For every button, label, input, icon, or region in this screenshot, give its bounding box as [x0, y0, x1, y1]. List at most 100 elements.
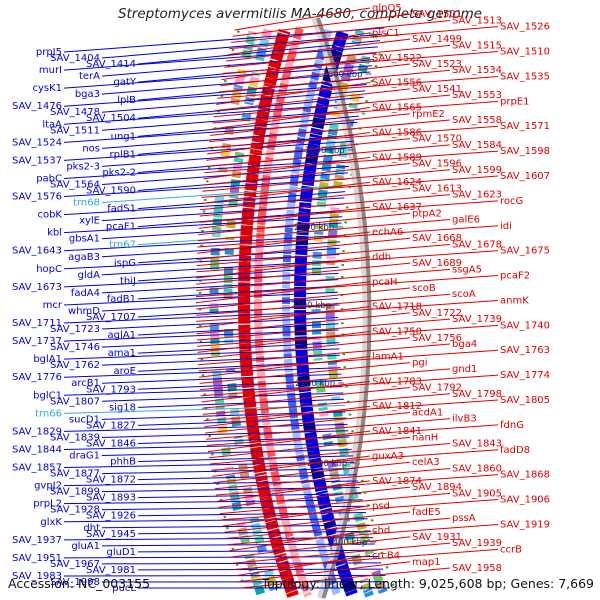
right-gene-label[interactable]: SAV_1739	[452, 314, 502, 325]
right-gene-label[interactable]: SAV_1750	[372, 327, 422, 338]
right-gene-label[interactable]: rocG	[500, 196, 523, 207]
left-gene-label[interactable]: fadB1	[107, 294, 136, 305]
left-gene-label[interactable]: SAV_1872	[86, 475, 136, 486]
right-gene-label[interactable]: SAV_1501	[412, 9, 462, 20]
right-gene-label[interactable]: anmK	[500, 295, 529, 306]
left-gene-label[interactable]: SAV_1524	[12, 137, 62, 148]
left-gene-label[interactable]: sucD1	[69, 414, 100, 425]
left-gene-label[interactable]: mcr	[43, 300, 63, 311]
left-gene-label[interactable]: SAV_1945	[86, 529, 136, 540]
right-gene-label[interactable]: fadD8	[500, 445, 530, 456]
right-gene-label[interactable]: scoB	[412, 283, 436, 294]
left-gene-label[interactable]: ltaA	[42, 119, 62, 130]
left-gene-label[interactable]: SAV_1511	[50, 125, 100, 136]
left-gene-label[interactable]: gatY	[113, 77, 136, 88]
right-gene-label[interactable]: pcaF2	[500, 271, 530, 282]
left-gene-label[interactable]: draG1	[69, 451, 100, 462]
right-gene-label[interactable]: fdnG	[500, 420, 524, 431]
left-gene-label[interactable]: SAV_1404	[50, 53, 100, 64]
right-gene-label[interactable]: glpQ5	[372, 3, 402, 14]
left-gene-label[interactable]: SAV_1762	[50, 360, 100, 371]
right-gene-label[interactable]: SAV_1860	[452, 463, 502, 474]
left-gene-label[interactable]: SAV_1951	[12, 553, 62, 564]
left-gene-label[interactable]: SAV_1707	[86, 312, 136, 323]
left-gene-label[interactable]: SAV_1537	[12, 155, 62, 166]
left-gene-label[interactable]: pcaF1	[106, 222, 136, 233]
left-gene-label[interactable]: trn67	[109, 240, 136, 251]
left-gene-label[interactable]: SAV_1414	[86, 59, 136, 70]
right-gene-label[interactable]: plsC1	[372, 28, 400, 39]
right-gene-label[interactable]: SAV_1570	[412, 134, 462, 145]
right-gene-label[interactable]: SAV_1740	[500, 320, 550, 331]
left-gene-label[interactable]: SAV_1504	[86, 113, 136, 124]
left-gene-label[interactable]: pks2-3	[66, 161, 100, 172]
right-gene-label[interactable]: SAV_1624	[372, 177, 422, 188]
right-gene-label[interactable]: SAV_1958	[452, 563, 502, 574]
right-gene-label[interactable]: ptpA2	[412, 208, 442, 219]
left-gene-label[interactable]: sig18	[109, 402, 136, 413]
left-gene-label[interactable]: SAV_1981	[86, 565, 136, 576]
left-gene-label[interactable]: gbsA1	[69, 234, 100, 245]
right-gene-label[interactable]: SAV_1596	[412, 159, 462, 170]
right-gene-label[interactable]: SAV_1868	[500, 470, 550, 481]
right-gene-label[interactable]: SAV_1919	[500, 519, 550, 530]
left-gene-label[interactable]: arcB1	[71, 378, 100, 389]
left-gene-label[interactable]: ung1	[111, 131, 136, 142]
right-gene-label[interactable]: SAV_1607	[500, 171, 550, 182]
right-gene-label[interactable]: SAV_1906	[500, 495, 550, 506]
right-gene-label[interactable]: SAV_1515	[452, 40, 502, 51]
left-gene-label[interactable]: pabC	[36, 173, 62, 184]
left-gene-label[interactable]: terA	[79, 71, 100, 82]
left-gene-label[interactable]: ama1	[108, 348, 136, 359]
right-gene-label[interactable]: acdA1	[412, 407, 443, 418]
left-gene-label[interactable]: bglA1	[33, 354, 62, 365]
left-gene-label[interactable]: SAV_1844	[12, 444, 62, 455]
right-gene-label[interactable]: celA3	[412, 457, 440, 468]
left-gene-label[interactable]: gvpJ2	[34, 481, 62, 492]
left-gene-label[interactable]: ispG	[114, 258, 136, 269]
right-gene-label[interactable]: SAV_1894	[412, 482, 462, 493]
left-gene-label[interactable]: nos	[82, 143, 100, 154]
left-gene-label[interactable]: SAV_1807	[50, 396, 100, 407]
left-gene-label[interactable]: prpJ5	[36, 47, 62, 58]
right-gene-label[interactable]: map1	[412, 557, 441, 568]
left-gene-label[interactable]: gluA1	[71, 541, 100, 552]
left-gene-label[interactable]: pks2-2	[102, 167, 136, 178]
right-gene-label[interactable]: fadE5	[412, 507, 441, 518]
left-gene-label[interactable]: SAV_1899	[50, 487, 100, 498]
left-gene-label[interactable]: SAV_1776	[12, 372, 62, 383]
right-gene-label[interactable]: SAV_1599	[452, 165, 502, 176]
left-gene-label[interactable]: lplB	[117, 95, 136, 106]
right-gene-label[interactable]: SAV_1841	[372, 426, 422, 437]
left-gene-label[interactable]: SAV_1793	[86, 384, 136, 395]
right-gene-label[interactable]: SAV_1586	[372, 127, 422, 138]
left-gene-label[interactable]: fadS1	[107, 204, 136, 215]
right-gene-label[interactable]: SAV_1722	[412, 308, 462, 319]
left-gene-label[interactable]: glxK	[40, 517, 62, 528]
right-gene-label[interactable]: SAV_1774	[500, 370, 550, 381]
right-gene-label[interactable]: SAV_1613	[412, 183, 462, 194]
right-gene-label[interactable]: nanH	[412, 432, 438, 443]
left-gene-label[interactable]: SAV_1967	[50, 559, 100, 570]
right-gene-label[interactable]: SAV_1526	[500, 22, 550, 33]
right-gene-label[interactable]: ccrB	[500, 544, 522, 555]
right-gene-label[interactable]: guxA3	[372, 451, 404, 462]
right-gene-label[interactable]: SAV_1931	[412, 532, 462, 543]
left-gene-label[interactable]: SAV_1928	[50, 505, 100, 516]
left-gene-label[interactable]: aglA1	[108, 330, 136, 341]
right-gene-label[interactable]: SAV_1584	[452, 140, 502, 151]
right-gene-label[interactable]: prpE1	[500, 96, 530, 107]
left-gene-label[interactable]: pucL	[112, 583, 136, 594]
right-gene-label[interactable]: SAV_1678	[452, 239, 502, 250]
right-gene-label[interactable]: SAV_1939	[452, 538, 502, 549]
right-gene-label[interactable]: SAV_1556	[372, 78, 422, 89]
right-gene-label[interactable]: idi	[500, 221, 512, 232]
left-gene-label[interactable]: prpL2	[33, 499, 62, 510]
left-gene-label[interactable]: trn66	[35, 408, 62, 419]
right-gene-label[interactable]: SAV_1756	[412, 333, 462, 344]
right-gene-label[interactable]: SAV_1675	[500, 246, 550, 257]
left-gene-label[interactable]: gldA	[78, 270, 100, 281]
right-gene-label[interactable]: SAV_1798	[452, 389, 502, 400]
left-gene-label[interactable]: SAV_1998	[50, 577, 100, 588]
